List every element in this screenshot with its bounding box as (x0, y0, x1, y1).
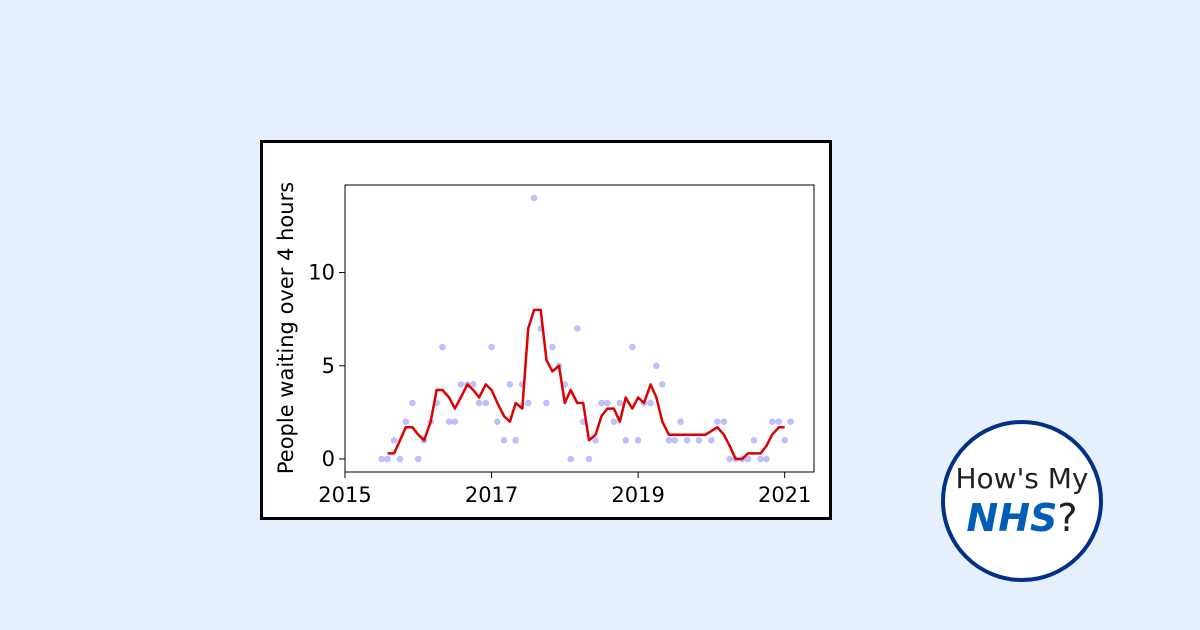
data-point (659, 381, 666, 388)
data-point (500, 437, 508, 444)
data-point (787, 418, 794, 426)
data-point (610, 418, 618, 426)
logo-line2: NHS? (966, 496, 1077, 540)
data-point (726, 455, 733, 463)
chart-svg: 2015 2017 2019 2021 0 5 10 People waiting over… (274, 182, 815, 507)
data-point (683, 437, 691, 444)
data-point (390, 437, 398, 444)
data-point (671, 437, 679, 444)
x-tick-label: 2019 (611, 483, 664, 507)
data-point (604, 399, 611, 407)
data-point (757, 455, 764, 463)
data-point (451, 418, 459, 426)
data-point (475, 399, 483, 407)
data-point (744, 455, 752, 463)
data-point (629, 343, 636, 351)
x-tick-label: 2017 (465, 483, 518, 507)
data-point (457, 381, 465, 388)
data-point (482, 399, 489, 407)
data-point (488, 343, 495, 351)
data-point (750, 437, 758, 444)
data-point (585, 455, 593, 463)
data-point (695, 437, 703, 444)
data-point (616, 399, 624, 407)
axes-layer: 2015 2017 2019 2021 0 5 10 (308, 261, 811, 507)
data-point (653, 362, 660, 370)
data-point (506, 381, 514, 388)
data-point (396, 455, 404, 463)
data-point (720, 418, 728, 426)
data-point (409, 399, 416, 407)
data-point (592, 437, 599, 444)
data-point (549, 343, 556, 351)
data-point (567, 455, 574, 463)
hows-my-nhs-logo: How's My NHS? (941, 420, 1103, 582)
data-point (622, 437, 629, 444)
data-point (402, 418, 410, 426)
data-point (512, 437, 519, 444)
logo-line1: How's My (955, 462, 1089, 495)
data-point (415, 455, 422, 463)
y-axis-label: People waiting over 4 hours (274, 182, 298, 474)
data-point (574, 325, 581, 332)
data-point (494, 418, 501, 426)
data-point (647, 399, 654, 407)
data-point (677, 418, 684, 426)
data-point (763, 455, 770, 463)
data-point (378, 455, 385, 463)
data-point (543, 399, 550, 407)
data-point (714, 418, 721, 426)
y-tick-label: 10 (308, 261, 335, 285)
data-point (665, 437, 673, 444)
trend-line (387, 308, 785, 461)
data-point (781, 437, 788, 444)
logo-nhs-text: NHS (966, 496, 1058, 540)
data-point (445, 418, 453, 426)
logo-question-mark: ? (1057, 496, 1078, 540)
x-tick-label: 2015 (318, 483, 371, 507)
y-tick-label: 5 (322, 354, 335, 378)
data-point (708, 437, 715, 444)
data-point (469, 381, 477, 388)
data-point (775, 418, 783, 426)
data-point (634, 437, 642, 444)
data-point (768, 418, 776, 426)
data-point (598, 399, 605, 407)
data-point (530, 194, 538, 202)
data-point (384, 455, 391, 463)
data-point (524, 399, 532, 407)
data-point (439, 343, 446, 351)
y-tick-label: 0 (322, 447, 335, 471)
x-tick-label: 2021 (758, 483, 811, 507)
chart-frame: 2015 2017 2019 2021 0 5 10 People waiting over… (260, 140, 832, 520)
